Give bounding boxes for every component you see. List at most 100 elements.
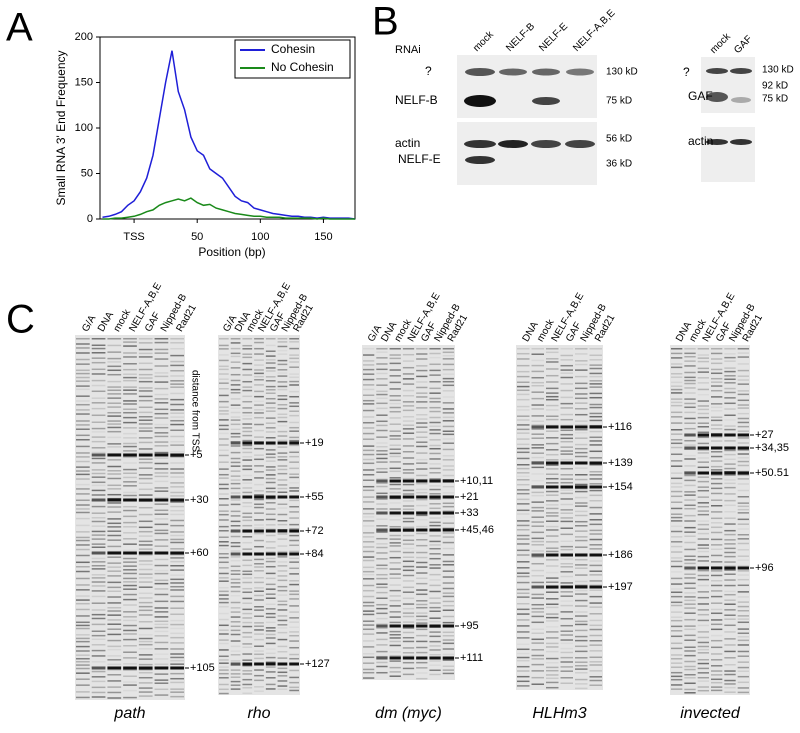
gel-band [91,498,106,502]
gel-band [138,526,153,529]
band [531,140,561,148]
gel-band [589,628,602,631]
gel-band [737,518,749,521]
gel-band [517,665,530,668]
gel-band [684,406,696,409]
gel-band [531,521,544,523]
gel-band [416,556,428,559]
site-label: +84 [305,548,324,560]
gel-band [429,463,441,465]
gel-band [123,532,137,534]
gel-band [170,524,184,527]
gel-band [91,469,106,471]
gel-band [402,560,415,563]
gel-band [91,344,106,347]
gel-band [363,473,375,476]
gel-band [76,508,90,510]
size-marker: 130 kD [606,67,638,78]
gel-band [589,619,602,622]
gel-band [363,605,375,607]
gel-band [737,502,749,504]
gel-band [531,553,544,557]
gel-band [531,537,544,540]
gel-band [442,642,454,645]
gel-band [230,688,241,690]
gel-band [254,341,264,344]
gel-band [76,385,90,387]
gel-band [711,396,723,398]
gel-band [123,379,137,382]
gel-band [265,380,276,382]
gel-band [737,609,749,612]
gel-band [138,458,153,460]
band [465,68,495,76]
gel-band [230,451,241,454]
gel-band [724,523,736,525]
gel-band [531,473,544,475]
gel-band [376,612,388,615]
gel-band [230,352,241,355]
gel-band [230,625,241,628]
gel-band [107,426,122,429]
gel-band [363,449,375,452]
gel-band [230,616,241,618]
gel-band [589,664,602,666]
gel-band [560,474,573,476]
gel-band [242,395,253,398]
gel-band [277,545,288,547]
gel-band [589,679,602,682]
site-label: +111 [460,652,483,664]
gel-band [154,694,169,696]
gel-band [154,402,169,404]
gel-band [254,615,264,618]
gel-band [254,529,264,533]
gel-band [589,464,602,466]
gel-band [684,603,696,605]
gel-band [170,455,184,458]
gel-band [107,473,122,475]
gel-band [242,482,253,484]
gel-band [429,401,441,403]
gel-band [671,675,683,678]
gel-band [230,503,241,506]
gel-band [517,475,530,478]
band [498,140,528,148]
gel-band [154,487,169,489]
gel-band [219,666,229,668]
gel-band [230,416,241,418]
gel-band [560,402,573,405]
gel-band [429,584,441,587]
gel-band [277,638,288,641]
gel-band [442,485,454,488]
gel-band [265,487,276,490]
gel-band [242,444,253,447]
gel-band [138,551,153,555]
gel-band [123,629,137,632]
gel-band [575,369,588,371]
gel-band [363,620,375,622]
gel-band [724,673,736,676]
gene-name: HLHm3 [532,705,586,722]
gel-band [265,477,276,480]
gel-band [363,384,375,386]
gel-band [242,548,253,550]
gel-band [76,470,90,472]
band-label: GAF [688,89,713,103]
gel-band [697,442,709,445]
gel-band [265,437,276,439]
gel-band [711,416,723,418]
gel-band [277,472,288,475]
gel-band [219,406,229,408]
gel-band [254,495,264,499]
band [464,140,496,148]
gel-band [684,541,696,544]
gel-band [138,601,153,604]
site-label: +105 [190,662,215,674]
gel-band [575,635,588,638]
gel-band [107,344,122,347]
gel-band [589,644,602,646]
gel [670,345,750,695]
gel-band [546,571,559,574]
gel-band [560,591,573,593]
gel-band [546,442,559,445]
